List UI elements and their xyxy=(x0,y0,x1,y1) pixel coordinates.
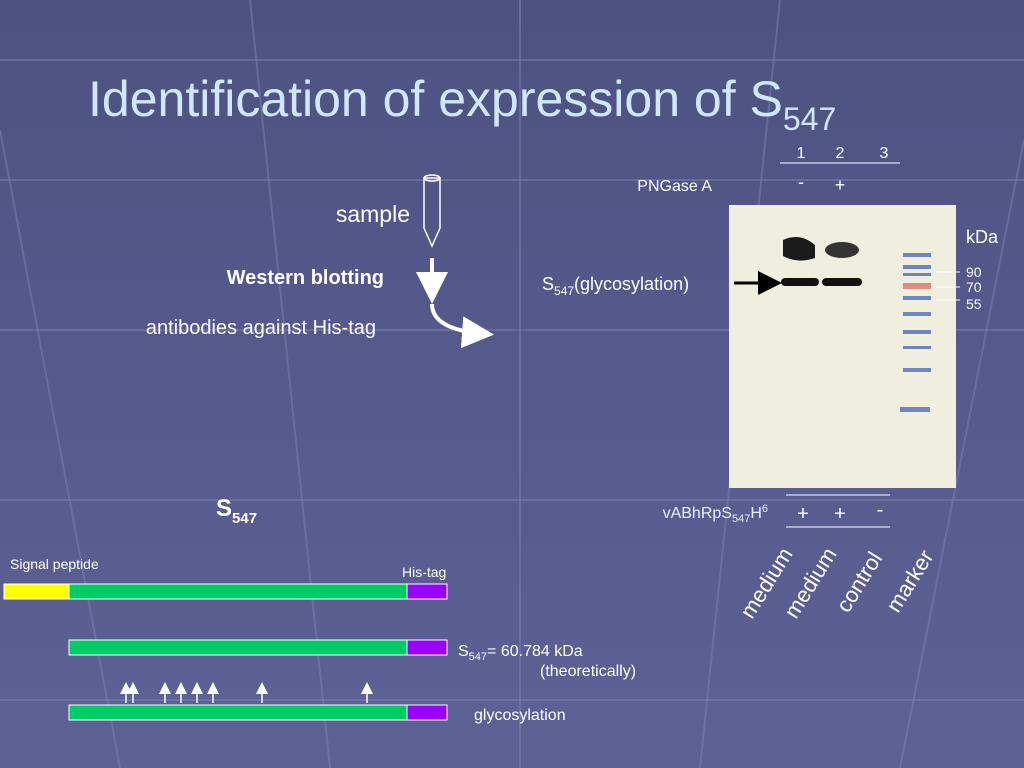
antibody-label: antibodies against His-tag xyxy=(146,317,376,339)
mass-label: S547= 60.784 kDa xyxy=(458,643,583,663)
construct-value: + xyxy=(834,503,846,525)
flow-arrow xyxy=(430,303,494,349)
kda-label: kDa xyxy=(966,227,999,247)
marker-size: 90 xyxy=(966,264,982,280)
gel-image xyxy=(729,205,956,488)
signal-peptide-label: Signal peptide xyxy=(10,556,99,572)
glycosylation-arrows xyxy=(120,682,373,703)
marker-size: 70 xyxy=(966,279,982,295)
tube-icon xyxy=(423,177,441,248)
band-label: S547(glycosylation) xyxy=(542,274,689,298)
construct-bars xyxy=(3,583,448,721)
his-tag-label: His-tag xyxy=(402,564,446,580)
pngase-value: + xyxy=(835,175,846,195)
lane-number: 2 xyxy=(836,145,845,162)
sample-label: sample xyxy=(336,201,410,227)
mass-note: (theoretically) xyxy=(540,663,636,680)
title: Identification of expression of S547 xyxy=(88,71,836,137)
marker-ticks xyxy=(936,271,960,301)
pngase-value: - xyxy=(798,172,804,192)
lane-number: 1 xyxy=(797,145,806,162)
tube-cap xyxy=(423,174,441,182)
construct-value: + xyxy=(797,503,809,525)
pngase-label: PNGase A xyxy=(637,178,712,195)
lane-number: 3 xyxy=(880,145,889,162)
glycosylation-label: glycosylation xyxy=(474,707,566,724)
construct-name: S547 xyxy=(216,495,257,527)
construct-label: vABhRpS547H6 xyxy=(663,503,768,525)
method-label: Western blotting xyxy=(227,267,384,289)
marker-size: 55 xyxy=(966,296,982,312)
construct-value: - xyxy=(877,499,884,521)
